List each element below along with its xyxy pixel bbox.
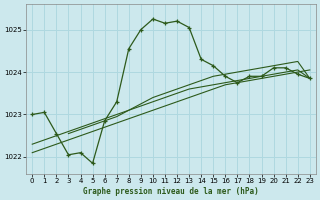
X-axis label: Graphe pression niveau de la mer (hPa): Graphe pression niveau de la mer (hPa)	[83, 187, 259, 196]
